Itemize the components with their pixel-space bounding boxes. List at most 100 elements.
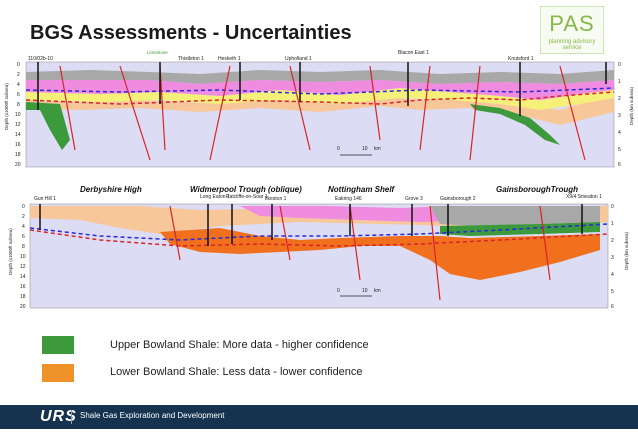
top-right-ticks: 0 1 2 3 4 5 6 <box>618 62 621 168</box>
svg-text:0: 0 <box>618 62 621 68</box>
top-left-ticks: 0 2 4 6 8 10 12 14 16 18 20 <box>15 62 21 168</box>
svg-text:Upholland 1: Upholland 1 <box>285 56 312 62</box>
svg-text:Ratcliffe-on-Soar 1: Ratcliffe-on-Soar 1 <box>226 194 268 200</box>
svg-text:8: 8 <box>22 244 25 250</box>
slide-title: BGS Assessments - Uncertainties <box>30 22 352 44</box>
svg-text:0: 0 <box>22 204 25 210</box>
svg-text:4: 4 <box>611 272 614 278</box>
svg-text:16: 16 <box>20 284 26 290</box>
svg-text:1: 1 <box>618 79 621 85</box>
svg-text:Grove 3: Grove 3 <box>405 196 423 202</box>
svg-text:18: 18 <box>20 294 26 300</box>
top-blue-dashed-line <box>25 87 615 95</box>
bottom-left-ticks: 0 2 4 6 8 10 12 14 16 18 20 <box>20 204 26 310</box>
svg-text:Eakring 146: Eakring 146 <box>335 196 362 202</box>
footer-separator <box>71 410 72 424</box>
svg-text:10: 10 <box>15 112 21 118</box>
svg-text:18: 18 <box>15 152 21 158</box>
svg-text:8: 8 <box>17 102 20 108</box>
svg-text:6: 6 <box>22 234 25 240</box>
svg-text:12: 12 <box>20 264 26 270</box>
bottom-region-labels: Derbyshire High Widmerpool Trough (obliq… <box>80 185 578 194</box>
bottom-gray-layer <box>430 206 600 226</box>
svg-text:1: 1 <box>611 221 614 227</box>
svg-text:2: 2 <box>17 72 20 78</box>
top-well-labels: 110/02b-10 Thistleton 1 Hesketh 1 Upholl… <box>28 50 534 62</box>
svg-text:10: 10 <box>20 254 26 260</box>
svg-text:2: 2 <box>22 214 25 220</box>
bottom-orange-layer <box>160 228 600 280</box>
svg-text:110/02b-10: 110/02b-10 <box>28 56 53 62</box>
svg-text:0: 0 <box>611 204 614 210</box>
top-green-layer-right <box>470 104 560 145</box>
bottom-red-dashed-line <box>29 229 609 247</box>
bottom-faults <box>169 205 551 301</box>
logo-subtitle: planning advisory service <box>548 39 596 51</box>
bottom-right-axis-label: Depth (km subsea) <box>624 231 629 270</box>
svg-text:Blacon East 1: Blacon East 1 <box>398 50 429 56</box>
bottom-well-lines <box>39 204 583 246</box>
svg-text:14: 14 <box>15 132 21 138</box>
svg-text:0: 0 <box>337 146 340 152</box>
bottom-scale-bar: 0 10 km <box>337 288 381 297</box>
svg-text:X9/4 Smeaton 1: X9/4 Smeaton 1 <box>566 194 602 200</box>
footer-text: Shale Gas Exploration and Development <box>80 411 225 420</box>
top-faults <box>59 65 586 161</box>
legend-swatch-upper <box>42 336 74 354</box>
svg-text:km: km <box>374 146 381 152</box>
urs-logo: URS <box>40 408 77 425</box>
top-yellow-layer <box>26 88 614 110</box>
svg-text:4: 4 <box>22 224 25 230</box>
svg-text:GainsboroughTrough: GainsboroughTrough <box>496 185 578 194</box>
svg-text:Hesketh 1: Hesketh 1 <box>218 56 241 62</box>
svg-text:5: 5 <box>618 147 621 153</box>
bottom-well-labels: Gun Hill 1 Long Eaton 1 Ratcliffe-on-Soa… <box>34 194 602 202</box>
svg-text:16: 16 <box>15 142 21 148</box>
legend-label-upper: Upper Bowland Shale: More data - higher … <box>110 339 369 351</box>
svg-text:20: 20 <box>15 162 21 168</box>
svg-text:0: 0 <box>17 62 20 68</box>
svg-text:10: 10 <box>362 146 368 152</box>
legend-swatch-lower <box>42 364 74 382</box>
svg-text:Nottingham Shelf: Nottingham Shelf <box>328 185 396 194</box>
top-left-axis-label: Depth (x1000ft subsea) <box>4 83 9 130</box>
bottom-pink-layer <box>240 206 480 222</box>
svg-text:2: 2 <box>618 96 621 102</box>
bottom-right-ticks: 0 1 2 3 4 5 6 <box>611 204 614 310</box>
top-pink-layer <box>26 80 614 100</box>
top-red-dashed-line <box>25 91 615 105</box>
top-scale-bar: 0 10 km <box>337 146 381 156</box>
svg-text:Long Eaton 1: Long Eaton 1 <box>200 194 230 200</box>
top-green-layer-left <box>26 102 70 150</box>
svg-text:Gun Hill 1: Gun Hill 1 <box>34 196 56 202</box>
svg-text:20: 20 <box>20 304 26 310</box>
svg-text:Ilkeston 1: Ilkeston 1 <box>265 196 287 202</box>
svg-text:10: 10 <box>362 288 368 294</box>
svg-text:km: km <box>374 288 381 294</box>
bottom-left-axis-label: Depth (x1000ft subsea) <box>8 228 13 275</box>
svg-text:4: 4 <box>618 130 621 136</box>
logo-main-text: PAS <box>549 11 595 36</box>
svg-text:5: 5 <box>611 289 614 295</box>
top-peach-layer <box>26 96 614 125</box>
top-well-lines <box>37 62 607 116</box>
svg-text:12: 12 <box>15 122 21 128</box>
svg-text:3: 3 <box>611 255 614 261</box>
svg-text:6: 6 <box>611 304 614 310</box>
top-gray-layer <box>26 70 614 84</box>
svg-text:4: 4 <box>17 82 20 88</box>
svg-text:2: 2 <box>611 238 614 244</box>
svg-text:14: 14 <box>20 274 26 280</box>
bottom-blue-dashed-line <box>29 223 609 241</box>
top-right-axis-label: Depth (km subsea) <box>629 86 634 125</box>
svg-text:Knutsford 1: Knutsford 1 <box>508 56 534 62</box>
svg-text:6: 6 <box>17 92 20 98</box>
svg-text:Thistleton 1: Thistleton 1 <box>178 56 204 62</box>
svg-text:Widmerpool Trough (oblique): Widmerpool Trough (oblique) <box>190 185 302 194</box>
footer-bar: URS Shale Gas Exploration and Developmen… <box>0 405 638 429</box>
pas-logo: PAS planning advisory service <box>540 6 604 54</box>
legend-label-lower: Lower Bowland Shale: Less data - lower c… <box>110 366 363 378</box>
limestone-label: Limestone <box>147 50 168 55</box>
svg-text:6: 6 <box>618 162 621 168</box>
